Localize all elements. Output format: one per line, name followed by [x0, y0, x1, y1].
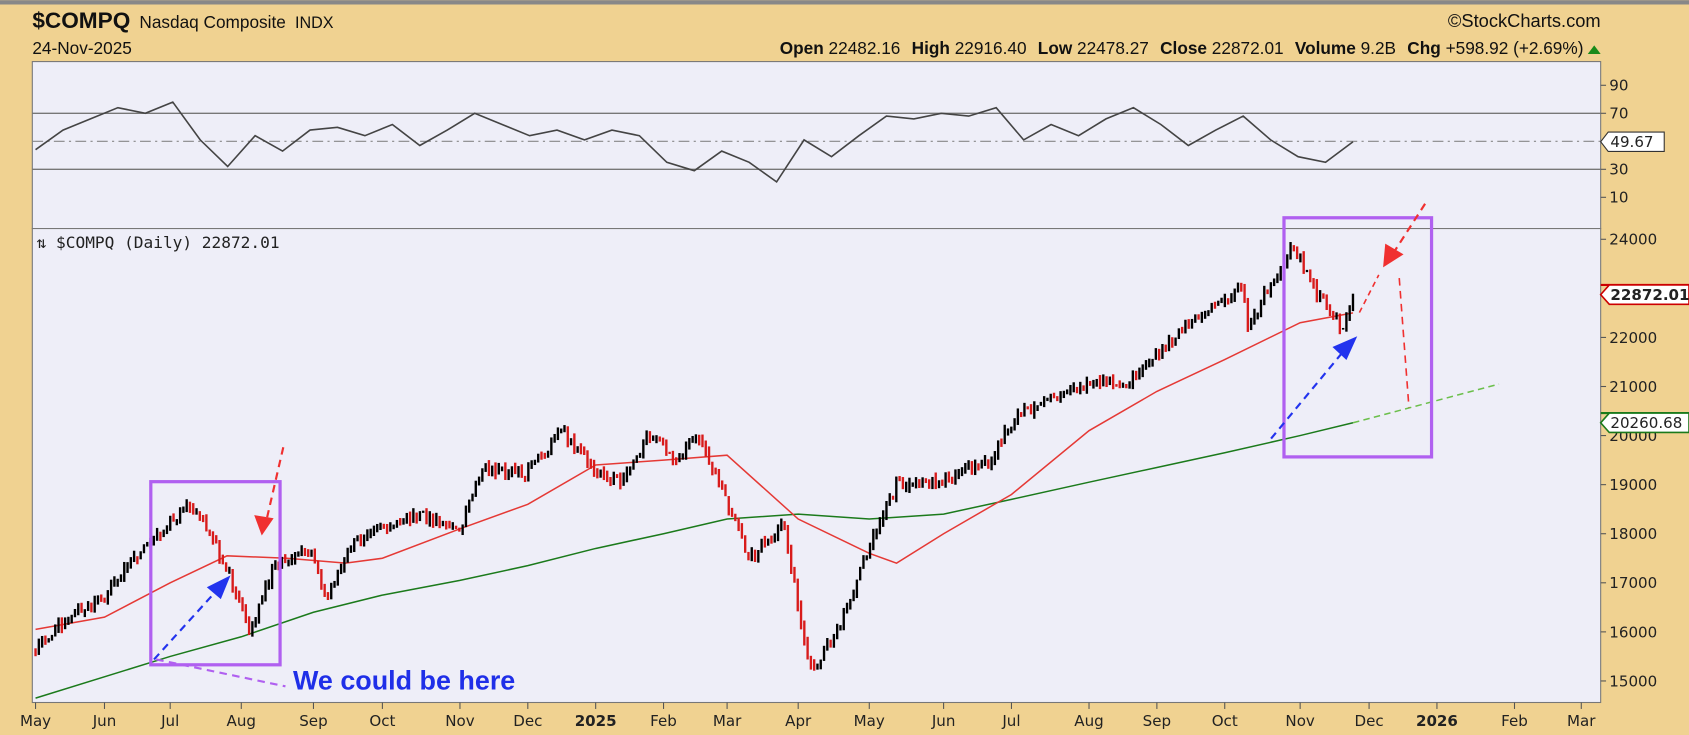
rsi-value-tag — [1599, 131, 1665, 152]
red-arrow-2025 — [1392, 203, 1426, 253]
rsi-tick-label: 10 — [1609, 189, 1628, 207]
header-title: $COMPQ Nasdaq Composite INDX — [32, 8, 333, 33]
x-tick-label: Aug — [227, 712, 256, 730]
copyright: ©StockCharts.com — [1448, 10, 1601, 31]
index-name: Nasdaq Composite — [139, 12, 285, 32]
x-tick-label: Nov — [1285, 712, 1315, 730]
rsi-tick-label: 70 — [1609, 105, 1628, 123]
price-tick-label: 21000 — [1609, 378, 1657, 396]
ohlc-line: Open 22482.16 High 22916.40 Low 22478.27… — [780, 38, 1584, 58]
x-tick-label: Jul — [160, 712, 179, 730]
x-tick-label: Dec — [513, 712, 542, 730]
x-tick-label: May — [20, 712, 51, 730]
rsi-tick-label: 30 — [1609, 161, 1628, 179]
red-arrowhead-icon — [254, 515, 274, 536]
red-dashed-line — [1358, 274, 1380, 313]
price-tick-label: 16000 — [1609, 623, 1657, 641]
x-tick-label: Mar — [1567, 712, 1596, 730]
price-tick-label: 18000 — [1609, 525, 1657, 543]
annotation-text: We could be here — [293, 666, 515, 696]
blue-arrowhead-icon — [1332, 336, 1358, 360]
up-triangle-icon — [1587, 45, 1601, 55]
red-dashed-line — [1398, 278, 1410, 408]
x-tick-label: Sep — [299, 712, 327, 730]
red-arrowhead-icon — [1383, 243, 1404, 268]
rsi-indicator — [32, 101, 1601, 184]
purple-dashed-line — [155, 658, 286, 688]
symbol: $COMPQ — [32, 8, 130, 33]
x-tick-label: Oct — [369, 712, 395, 730]
x-tick-label: Aug — [1074, 712, 1103, 730]
sma200-tag — [1599, 412, 1689, 434]
x-tick-label: Dec — [1354, 712, 1383, 730]
price-tick-label: 24000 — [1609, 231, 1657, 249]
chart-date: 24-Nov-2025 — [32, 38, 132, 58]
highlight-box-2024 — [149, 480, 282, 667]
blue-arrow-2025 — [1270, 349, 1346, 440]
blue-arrow-2024 — [153, 587, 220, 661]
x-tick-label: Oct — [1212, 712, 1238, 730]
sma50-line — [35, 312, 1354, 631]
top-border — [0, 0, 1689, 5]
price-tick-label: 22000 — [1609, 329, 1657, 347]
sma200-line — [35, 422, 1354, 699]
price-label: 22872.01 — [1610, 286, 1689, 304]
price-tag — [1599, 284, 1689, 306]
x-tick-label: Apr — [785, 712, 812, 730]
price-legend: ⇅ $COMPQ (Daily) 22872.01 — [37, 233, 280, 252]
rsi-panel — [31, 61, 1602, 230]
x-tick-label: Jun — [92, 712, 117, 730]
sma200-label: 20260.68 — [1610, 414, 1682, 432]
price-plot — [34, 242, 1500, 699]
x-tick-label: Nov — [445, 712, 475, 730]
price-panel — [31, 228, 1602, 704]
x-tick-label: May — [854, 712, 885, 730]
exchange: INDX — [295, 14, 334, 32]
price-tick-label: 19000 — [1609, 476, 1657, 494]
axes: 9070301049.67240002200021000200001900018… — [20, 77, 1689, 730]
price-tick-label: 15000 — [1609, 672, 1657, 690]
x-tick-label: 2026 — [1416, 712, 1458, 730]
rsi-value-label: 49.67 — [1610, 133, 1653, 151]
x-tick-label: Jul — [1001, 712, 1020, 730]
highlight-box-2025 — [1282, 216, 1434, 459]
sma200-projection — [1352, 383, 1500, 424]
blue-arrowhead-icon — [206, 575, 231, 600]
price-tick-label: 17000 — [1609, 574, 1657, 592]
rsi-tick-label: 90 — [1609, 77, 1628, 95]
x-tick-label: Mar — [713, 712, 742, 730]
x-tick-label: 2025 — [575, 712, 617, 730]
x-tick-label: Sep — [1143, 712, 1171, 730]
x-tick-label: Feb — [1501, 712, 1528, 730]
x-tick-label: Jun — [931, 712, 956, 730]
rsi-line — [35, 101, 1354, 184]
x-tick-label: Feb — [650, 712, 677, 730]
annotations: We could be here — [149, 203, 1434, 696]
